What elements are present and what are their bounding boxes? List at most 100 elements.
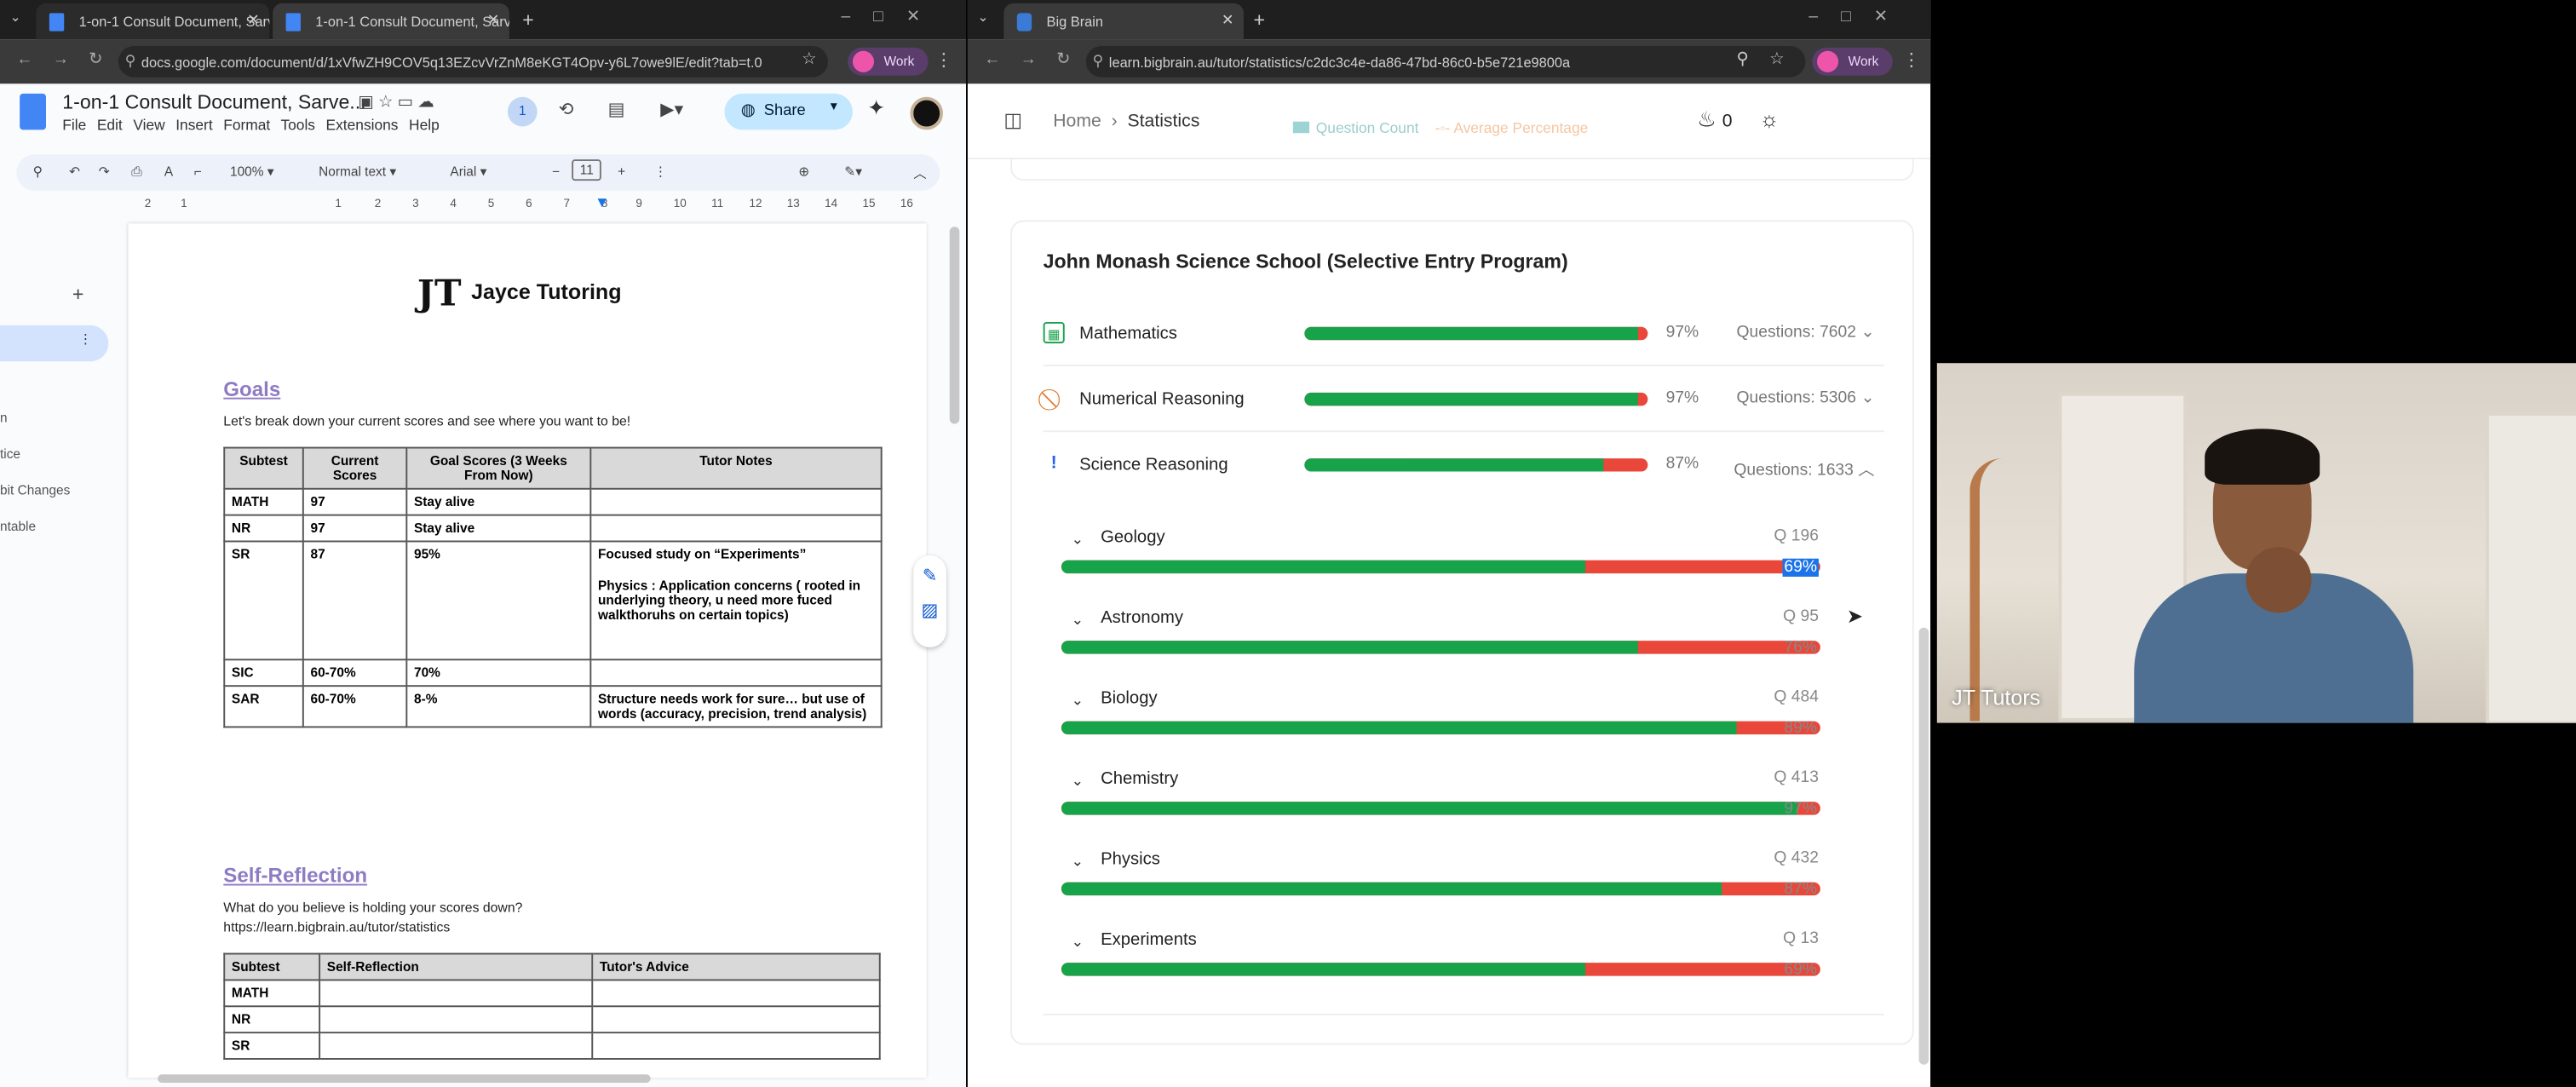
topic-row-geology[interactable]: ⌄ Geology Q 196 69% — [1061, 527, 1820, 608]
gemini-icon[interactable]: ✦ — [867, 95, 886, 120]
menu-help[interactable]: Help — [409, 116, 440, 134]
browser-tab-bigbrain[interactable]: Big Brain ✕ — [1003, 3, 1244, 40]
topic-row-astronomy[interactable]: ⌄ Astronomy Q 95 76% — [1061, 608, 1820, 689]
topic-row-experiments[interactable]: ⌄ Experiments Q 13 69% — [1061, 930, 1820, 1011]
indent-marker-icon[interactable]: ▼ — [595, 193, 610, 210]
add-comment-icon[interactable]: ✎ — [922, 567, 938, 587]
subject-question-count[interactable]: Questions: 7602 ⌄ — [1736, 323, 1875, 342]
zoom-select[interactable]: 100% ▾ — [230, 164, 274, 180]
subject-question-count[interactable]: Questions: 1633 ︿ — [1734, 461, 1875, 480]
subject-row-numerical-reasoning[interactable]: ⃠ Numerical Reasoning 97% Questions: 530… — [1043, 366, 1885, 433]
account-avatar[interactable] — [910, 96, 944, 130]
outline-selected-item[interactable]: ⋮ — [0, 325, 109, 362]
cell-advice[interactable] — [591, 979, 881, 1008]
chevron-down-icon[interactable]: ⌄ — [1071, 611, 1084, 628]
more-options-icon[interactable]: ⋮ — [653, 164, 668, 180]
increase-size-icon[interactable]: + — [618, 164, 626, 180]
menu-insert[interactable]: Insert — [175, 116, 213, 134]
window-controls[interactable]: –□✕ — [1808, 8, 1911, 26]
menu-extensions[interactable]: Extensions — [325, 116, 399, 134]
font-select[interactable]: Arial ▾ — [450, 164, 487, 180]
page-scrollbar[interactable] — [1918, 627, 1929, 1065]
bookmark-star-icon[interactable]: ☆ — [802, 50, 817, 70]
menu-format[interactable]: Format — [223, 116, 271, 134]
chevron-down-icon[interactable]: ⌄ — [1071, 530, 1084, 548]
chevron-down-icon[interactable]: ⌄ — [1071, 691, 1084, 709]
tab-search-icon[interactable]: ⌄ — [977, 9, 989, 25]
legend-average-percentage[interactable]: -◦- Average Percentage — [1435, 119, 1589, 137]
legend-question-count[interactable]: Question Count — [1315, 119, 1419, 137]
back-icon[interactable]: ← — [16, 50, 33, 70]
streak-counter[interactable]: ♨ 0 — [1697, 106, 1732, 133]
forward-icon[interactable]: → — [1020, 50, 1037, 70]
outline-item[interactable]: ntable — [0, 519, 37, 534]
table-row[interactable]: MATH 97 Stay alive — [223, 487, 883, 516]
topic-row-biology[interactable]: ⌄ Biology Q 484 89% — [1061, 688, 1820, 769]
font-size-input[interactable]: 11 — [572, 159, 602, 181]
collapse-menus-icon[interactable]: ︿ — [913, 165, 927, 181]
bookmark-star-icon[interactable]: ☆ — [1769, 50, 1785, 70]
cell-reflection[interactable] — [319, 979, 594, 1008]
menu-file[interactable]: File — [62, 116, 87, 134]
table-row[interactable]: SR — [223, 1032, 881, 1060]
document-page[interactable]: JT Jayce Tutoring Goals Let's break down … — [128, 223, 927, 1078]
tab-close-icon[interactable]: ✕ — [486, 11, 500, 28]
cell-reflection[interactable] — [319, 1032, 594, 1060]
reload-icon[interactable]: ↻ — [1056, 50, 1071, 70]
browser-menu-icon[interactable]: ⋮ — [934, 50, 953, 71]
search-menus-icon[interactable]: ⚲ — [32, 164, 43, 180]
table-row[interactable]: MATH — [223, 979, 881, 1008]
meet-icon[interactable]: ▶▾ — [660, 100, 684, 120]
add-tab-icon[interactable]: + — [72, 282, 84, 306]
profile-badge[interactable]: Work — [1812, 47, 1892, 76]
menu-edit[interactable]: Edit — [96, 116, 123, 134]
reload-icon[interactable]: ↻ — [89, 50, 103, 70]
goals-table[interactable]: Subtest Current Scores Goal Scores (3 We… — [223, 446, 883, 728]
undo-icon[interactable]: ↶ — [69, 164, 80, 180]
back-icon[interactable]: ← — [984, 50, 1001, 70]
style-select[interactable]: Normal text ▾ — [319, 164, 397, 180]
forward-icon[interactable]: → — [52, 50, 70, 70]
cell-reflection[interactable] — [319, 1005, 594, 1034]
breadcrumb-home[interactable]: Home — [1053, 112, 1101, 132]
editing-mode-icon[interactable]: ✎▾ — [844, 164, 862, 180]
table-row[interactable]: SAR 60-70% 8-% Structure needs work for … — [223, 685, 883, 728]
profile-badge[interactable]: Work — [848, 47, 928, 76]
menu-view[interactable]: View — [133, 116, 165, 134]
tab-close-icon[interactable]: ✕ — [247, 11, 260, 28]
theme-toggle-icon[interactable]: ☼ — [1759, 106, 1780, 132]
suggest-edit-icon[interactable]: ▨ — [921, 601, 939, 622]
document-title[interactable]: 1-on-1 Consult Document, Sarve... — [62, 90, 366, 114]
menu-tools[interactable]: Tools — [280, 116, 315, 134]
decrease-size-icon[interactable]: − — [552, 164, 561, 180]
spellcheck-icon[interactable]: A — [164, 164, 174, 180]
outline-item[interactable]: n — [0, 411, 8, 426]
video-call-tile[interactable]: JT Tutors — [1936, 363, 2576, 723]
reflection-link[interactable]: https://learn.bigbrain.au/tutor/statisti… — [223, 920, 451, 935]
new-tab-icon[interactable]: + — [1253, 8, 1266, 32]
chevron-down-icon[interactable]: ⌄ — [1071, 772, 1084, 789]
chevron-down-icon[interactable]: ⌄ — [1071, 852, 1084, 870]
table-row[interactable]: SIC 60-70% 70% — [223, 659, 883, 687]
outline-item[interactable]: tice — [0, 446, 21, 462]
address-bar[interactable]: ⚲ docs.google.com/document/d/1xVfwZH9COV… — [118, 46, 829, 78]
paint-format-icon[interactable]: ⌐ — [193, 164, 202, 180]
redo-icon[interactable]: ↷ — [98, 164, 110, 180]
subject-row-science-reasoning[interactable]: ! Science Reasoning 87% Questions: 1633 … — [1044, 432, 1884, 497]
version-history-icon[interactable]: ⟲ — [558, 100, 574, 120]
address-bar[interactable]: ⚲ learn.bigbrain.au/tutor/statistics/c2d… — [1085, 46, 1806, 78]
cell-advice[interactable] — [591, 1005, 881, 1034]
zoom-icon[interactable]: ⚲ — [1736, 50, 1749, 70]
browser-tab-2[interactable]: 1-on-1 Consult Document, Sarv ✕ — [273, 3, 509, 40]
docs-horizontal-scrollbar[interactable] — [158, 1074, 651, 1083]
browser-tab-1[interactable]: 1-on-1 Consult Document, Sarv ✕ — [36, 3, 270, 40]
title-icons[interactable]: ▣ ☆ ▭ ☁ — [358, 93, 434, 112]
topic-percentage-selected[interactable]: 69% — [1782, 558, 1819, 577]
cell-advice[interactable] — [591, 1032, 881, 1060]
new-tab-icon[interactable]: + — [522, 8, 534, 32]
chevron-down-icon[interactable]: ⌄ — [1071, 933, 1084, 950]
topic-row-chemistry[interactable]: ⌄ Chemistry Q 413 97% — [1061, 769, 1820, 850]
table-row[interactable]: NR 97 Stay alive — [223, 514, 883, 543]
table-row[interactable]: SR 87 95% Focused study on “Experiments”… — [223, 540, 883, 661]
subject-question-count[interactable]: Questions: 5306 ⌄ — [1736, 389, 1875, 408]
